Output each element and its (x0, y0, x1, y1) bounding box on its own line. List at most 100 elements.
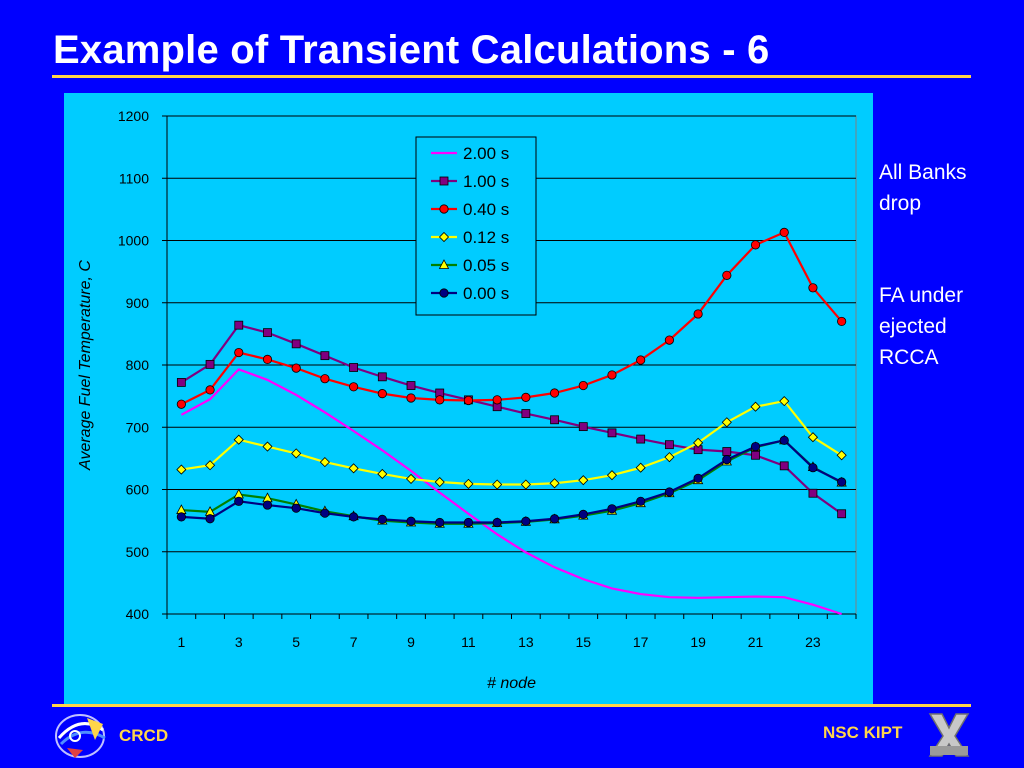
legend-label: 1.00 s (463, 172, 509, 191)
data-point (836, 450, 847, 461)
data-point (406, 381, 416, 390)
y-tick-label: 400 (126, 606, 150, 622)
data-point (319, 457, 330, 468)
data-point (549, 388, 560, 398)
data-point (377, 372, 387, 382)
data-point (779, 227, 789, 238)
legend-entry: 0.40 s (431, 200, 509, 219)
chart-panel: 400 500 600 700 800 900 1000 1100 1200 1 3 5 7 9 11 13 1… (64, 93, 873, 704)
data-point (176, 378, 186, 387)
data-point (291, 448, 302, 459)
data-point (262, 500, 273, 510)
legend-label: 0.40 s (463, 200, 509, 219)
data-point (779, 435, 789, 445)
data-point (808, 283, 818, 293)
data-point (808, 488, 818, 498)
footer-rule (52, 704, 971, 707)
title-underline (52, 75, 971, 78)
y-tick-label: 700 (126, 419, 150, 435)
data-point (463, 517, 474, 528)
data-point (435, 517, 445, 528)
data-point (377, 514, 387, 524)
data-point (549, 478, 560, 489)
series-line (180, 230, 843, 406)
y-tick-label: 800 (126, 357, 150, 373)
x-tick-label: 3 (235, 634, 243, 650)
data-point (234, 347, 244, 358)
x-tick-label: 19 (690, 634, 706, 650)
legend-label: 2.00 s (463, 144, 509, 163)
kipt-logo-icon (928, 713, 970, 757)
data-point (176, 399, 186, 409)
series-0-40-s (176, 227, 847, 409)
data-point (779, 461, 789, 471)
data-point (750, 441, 761, 452)
data-point (520, 479, 531, 490)
data-point (176, 512, 186, 522)
x-tick-label: 17 (633, 634, 649, 650)
data-point (406, 393, 416, 403)
data-point (808, 463, 818, 473)
legend-entry: 0.05 s (431, 256, 509, 275)
data-point (291, 363, 301, 373)
data-point (205, 359, 215, 369)
data-point (722, 270, 732, 280)
series-line (181, 399, 843, 486)
data-point (606, 470, 618, 481)
data-point (463, 478, 474, 489)
data-point (205, 385, 215, 395)
data-point (406, 516, 416, 526)
legend-label: 0.05 s (463, 256, 509, 275)
data-point (176, 464, 187, 475)
x-tick-label: 9 (407, 634, 415, 650)
data-point (492, 517, 502, 528)
data-point (578, 475, 589, 486)
data-point (578, 422, 588, 432)
data-point (463, 395, 474, 406)
data-point (664, 487, 674, 497)
data-point (664, 452, 675, 463)
footer-left: CRCD (53, 710, 168, 767)
data-point (664, 440, 674, 450)
x-axis-label: # node (487, 675, 536, 692)
y-tick-label: 1000 (118, 233, 149, 249)
data-point (291, 339, 301, 349)
data-point (349, 382, 359, 392)
data-point (636, 355, 646, 365)
x-tick-label: 11 (461, 634, 476, 650)
legend-box (415, 136, 537, 316)
data-point (263, 328, 272, 338)
data-point (405, 473, 417, 484)
data-point (349, 363, 359, 372)
legend: 2.00 s 1.00 s 0.40 s 0.12 s 0.05 s 0.00 s (415, 136, 537, 316)
data-point (348, 463, 359, 474)
legend-label: 0.12 s (463, 228, 509, 247)
data-point (693, 473, 703, 483)
data-point (550, 415, 559, 425)
x-tick-label: 21 (748, 634, 764, 650)
data-point (664, 335, 674, 345)
data-point (377, 389, 387, 399)
y-axis-label: Average Fuel Temperature, C (77, 260, 94, 471)
series-0-12-s (176, 396, 847, 490)
data-point (205, 514, 215, 524)
side-note-fa: FA under ejected RCCA (879, 284, 964, 369)
x-tick-label: 5 (292, 634, 300, 650)
data-point (837, 509, 847, 519)
data-point (234, 496, 244, 506)
data-point (779, 396, 790, 407)
data-point (807, 432, 819, 443)
data-point (320, 508, 330, 518)
data-point (636, 496, 646, 506)
data-point (578, 380, 588, 391)
legend-entry: 0.12 s (431, 228, 509, 247)
series-lines (176, 227, 847, 616)
y-tick-label: 1100 (119, 170, 149, 186)
data-point (439, 176, 449, 186)
x-tick-label: 13 (518, 634, 534, 650)
side-note-banks: All Banks drop (879, 161, 967, 215)
legend-entry: 1.00 s (431, 172, 509, 191)
data-point (549, 514, 560, 524)
data-point (204, 460, 216, 471)
